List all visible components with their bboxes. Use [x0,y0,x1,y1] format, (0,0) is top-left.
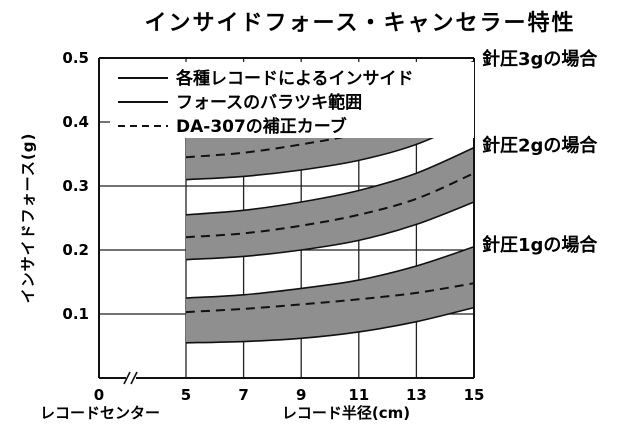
band-lower-line [185,201,475,261]
group-label: 針圧2gの場合 [482,135,598,157]
y-tick-label: 0.3 [62,177,89,195]
y-tick-label: 0.5 [62,49,89,67]
x-axis-label: レコード半径(cm) [282,404,410,422]
x-tick-label: 11 [348,386,369,404]
plot-frame [98,57,475,385]
y-tick-label: 0.4 [62,113,89,131]
band-lower-line [185,118,475,181]
x-tick-label: 5 [181,386,191,404]
x-tick-label: 9 [296,386,306,404]
band-lower-line [185,306,475,344]
x-tick-label: 7 [238,386,248,404]
band-upper-line [185,246,475,299]
y-tick-label: 0.1 [62,305,89,323]
correction-curve [185,172,475,239]
chart-title: インサイドフォース・キャンセラー特性 [145,10,576,36]
legend-entry: フォースのバラツキ範囲 [176,92,362,113]
axis-break-mark [123,371,131,385]
band-upper-line [185,146,475,216]
group-label: 針圧1gの場合 [482,234,598,256]
y-axis-label: インサイドフォース(g) [19,133,37,304]
x-center-label: レコードセンター [40,404,160,422]
group-label: 針圧3gの場合 [482,48,598,70]
x-tick-label: 13 [406,386,427,404]
y-tick-label: 0.2 [62,241,89,259]
axis-break-mark [130,371,138,385]
x-tick-label: 0 [94,386,104,404]
ticks: 0.1 0.2 0.3 0.4 0.5 0 5 7 9 11 13 15 [62,49,484,404]
correction-curve [185,282,475,314]
legend-background [110,62,474,138]
legend-entry: 各種レコードによるインサイド [175,68,414,89]
legend-entry: DA-307の補正カーブ [176,116,347,137]
x-tick-label: 15 [464,386,485,404]
variation-band [186,147,474,260]
